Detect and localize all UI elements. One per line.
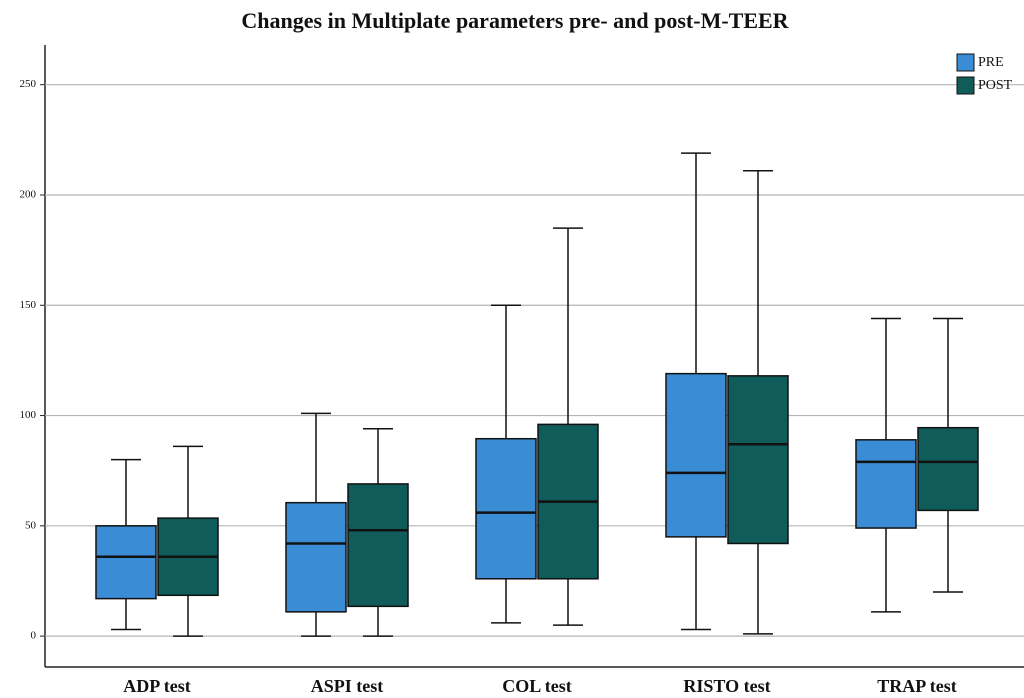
box (917, 426, 979, 512)
y-tick-label: 100 (20, 409, 37, 421)
y-tick-label: 250 (20, 78, 37, 90)
box (727, 375, 789, 545)
legend-swatch (956, 53, 975, 72)
x-tick-label: ADP test (123, 676, 190, 696)
y-tick-label: 150 (20, 299, 37, 311)
x-tick-label: TRAP test (877, 676, 957, 696)
box (95, 525, 157, 600)
x-tick-label: COL test (502, 676, 572, 696)
legend-label: POST (978, 78, 1013, 93)
box (285, 501, 347, 613)
x-tick-label: ASPI test (311, 676, 384, 696)
legend-swatch (956, 76, 975, 95)
box (665, 372, 727, 538)
legend-label: PRE (978, 55, 1004, 70)
y-tick-label: 50 (25, 519, 37, 531)
x-tick-label: RISTO test (683, 676, 770, 696)
box (855, 439, 917, 529)
y-tick-label: 200 (20, 189, 37, 201)
box (347, 483, 409, 608)
chart-title: Changes in Multiplate parameters pre- an… (241, 8, 789, 33)
box (475, 437, 537, 580)
y-tick-label: 0 (31, 630, 37, 642)
